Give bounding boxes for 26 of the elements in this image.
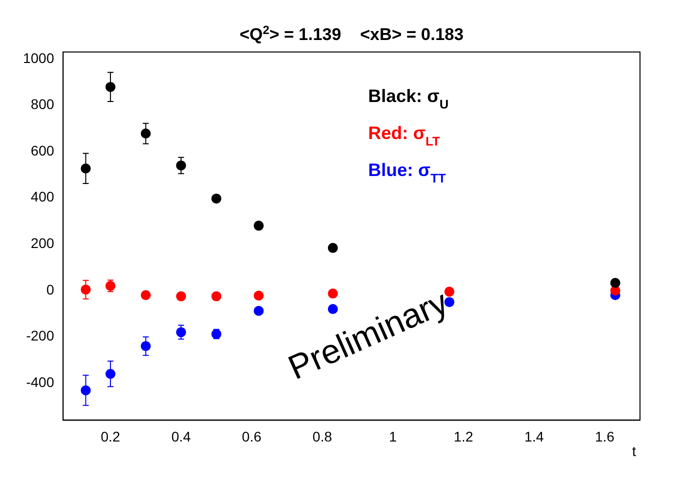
point <box>444 286 454 297</box>
y-tick-label: 1000 <box>22 50 54 66</box>
x-tick-label: 1.6 <box>594 428 615 444</box>
y-tick-label: 400 <box>30 188 54 205</box>
point <box>328 242 338 253</box>
y-tick-label: -400 <box>26 374 54 390</box>
point <box>254 220 264 231</box>
point <box>254 306 264 316</box>
point <box>610 278 620 288</box>
x-tick-label: 1.4 <box>524 428 544 444</box>
x-axis-title: t <box>632 443 636 460</box>
y-tick-label: 800 <box>30 96 54 112</box>
point <box>176 291 186 302</box>
x-tick-label: 1 <box>388 428 397 444</box>
x-tick-label: 0.8 <box>312 428 332 444</box>
point <box>254 290 264 301</box>
y-tick-label: 600 <box>30 142 54 158</box>
point <box>211 291 222 302</box>
x-tick-label: 1.2 <box>454 428 474 444</box>
y-tick-label: -200 <box>26 328 54 344</box>
x-tick-label: 0.4 <box>171 428 191 444</box>
x-tick-label: 0.2 <box>100 428 120 444</box>
y-tick-label: 0 <box>46 281 54 298</box>
point <box>444 297 454 308</box>
x-tick-label: 0.6 <box>242 428 262 444</box>
y-tick-label: 200 <box>30 235 54 252</box>
